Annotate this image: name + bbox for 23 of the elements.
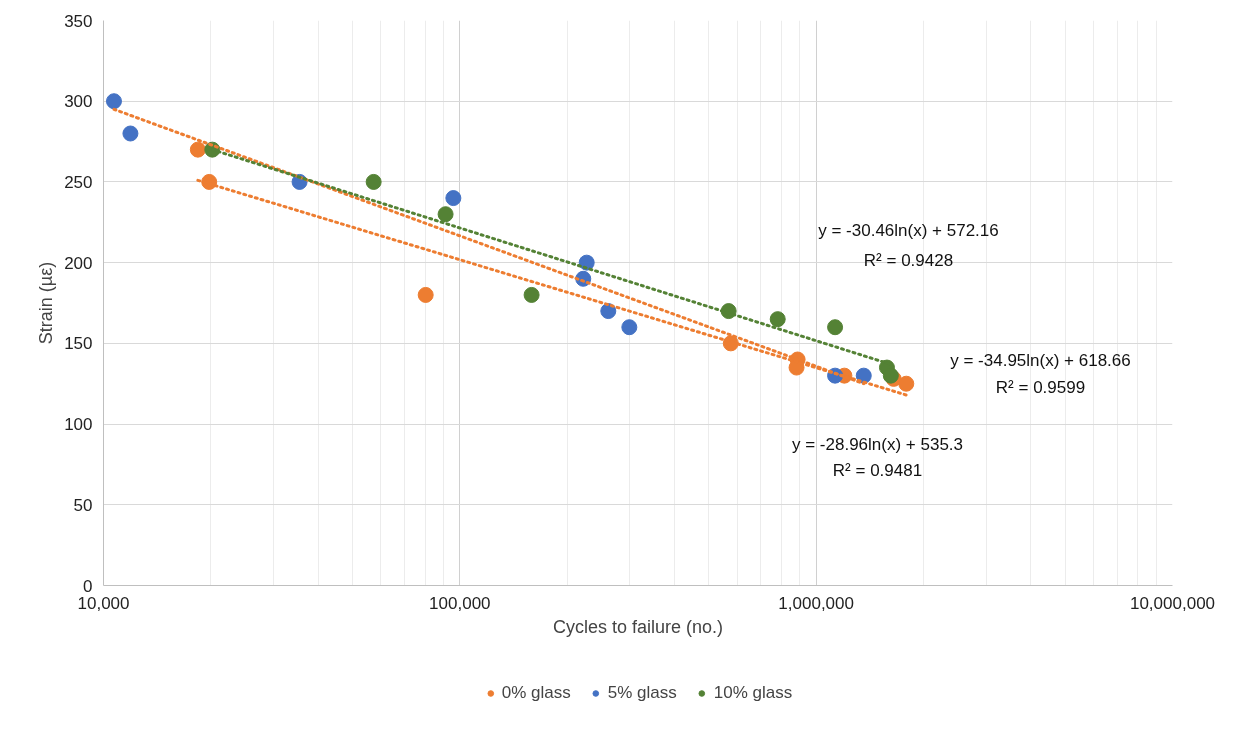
y-tick-label: 0	[83, 576, 93, 596]
x-axis-title: Cycles to failure (no.)	[552, 616, 724, 637]
y-tick-label: 50	[73, 495, 93, 515]
y-tick-label: 150	[64, 334, 93, 354]
annotation: R² = 0.9481	[832, 461, 923, 480]
annotation: y = -28.96ln(x) + 535.3	[791, 435, 964, 454]
x-tick-label: 100,000	[429, 593, 491, 613]
y-axis-title: Strain (µε)	[36, 261, 57, 345]
legend-label: 10% glass	[713, 682, 793, 703]
legend-label: 0% glass	[501, 682, 571, 703]
x-tick-label: 10,000	[77, 593, 130, 613]
annotation: y = -34.95ln(x) + 618.66	[950, 351, 1131, 370]
y-tick-label: 350	[64, 11, 93, 31]
x-tick-label: 10,000,000	[1129, 593, 1216, 613]
x-tick-label: 1,000,000	[778, 593, 854, 613]
annotation: R² = 0.9599	[995, 378, 1086, 397]
y-tick-label: 100	[64, 415, 93, 435]
annotation: y = -30.46ln(x) + 572.16	[818, 221, 999, 240]
y-tick-label: 200	[64, 253, 93, 273]
y-tick-label: 300	[64, 92, 93, 112]
annotation: R² = 0.9428	[863, 251, 954, 270]
y-tick-label: 250	[64, 172, 93, 192]
legend-label: 5% glass	[607, 682, 677, 703]
